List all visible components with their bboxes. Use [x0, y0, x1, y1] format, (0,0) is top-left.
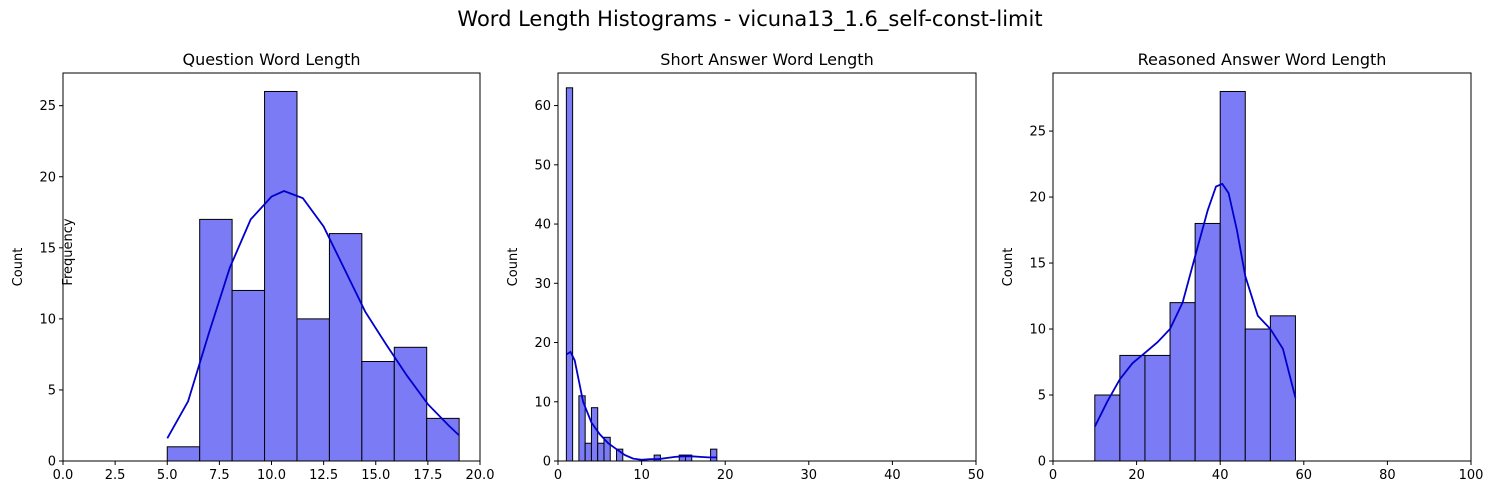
- histogram-bar: [1269, 315, 1296, 462]
- y-tick-label: 15: [1029, 257, 1046, 272]
- y-tick-label: 20: [1029, 191, 1046, 206]
- y-tick-label: 20: [39, 170, 56, 185]
- x-tick-label: 17.5: [413, 468, 442, 483]
- histogram-bar: [653, 454, 661, 462]
- histogram-bar: [166, 446, 201, 462]
- short-answer-word-length-panel: 0 10 20 30 40 50 0 10 20 30 40 50 60 Short Answer Wor…: [506, 50, 984, 483]
- x-tick-label: 2.5: [105, 468, 126, 483]
- x-tick-label: 20: [717, 468, 734, 483]
- y-tick-label: 10: [39, 312, 56, 327]
- y-axis-label: Count: [506, 248, 521, 287]
- histogram-bar: [426, 417, 460, 462]
- x-tick-label: 50: [968, 468, 985, 483]
- y-tick-label: 30: [534, 277, 551, 292]
- x-tick-label: 80: [1379, 468, 1396, 483]
- histogram-bar: [1144, 354, 1171, 462]
- kde-curve: [166, 190, 460, 439]
- x-tick-label: 0: [554, 468, 562, 483]
- x-tick-label: 0.0: [53, 468, 74, 483]
- x-tick-label: 10: [633, 468, 650, 483]
- histogram-bar: [361, 361, 395, 462]
- question-word-length-panel: 0.0 2.5 5.0 7.5 10.0 12.5 15.0 17.5 20.0 0 5 10 15 20…: [11, 50, 494, 483]
- histogram-bar: [584, 442, 592, 462]
- x-tick-label: 40: [884, 468, 901, 483]
- x-tick-label: 5.0: [157, 468, 178, 483]
- axes-frame: [557, 72, 977, 462]
- y-tick-label: 60: [534, 99, 551, 114]
- panel-title: Reasoned Answer Word Length: [1138, 50, 1387, 69]
- y-tick-label: 50: [534, 158, 551, 173]
- x-tick-label: 30: [801, 468, 818, 483]
- x-tick-label: 60: [1296, 468, 1313, 483]
- y-tick-label: 5: [1038, 389, 1046, 404]
- histogram-bar: [1244, 328, 1271, 462]
- frequency-label: Frequency: [61, 218, 76, 285]
- histogram-bar: [1219, 90, 1246, 462]
- x-tick-label: 100: [1459, 468, 1484, 483]
- y-tick-label: 25: [1029, 125, 1046, 140]
- kde-curve: [565, 350, 717, 461]
- y-tick-label: 25: [39, 99, 56, 114]
- y-tick-label: 40: [534, 218, 551, 233]
- x-tick-label: 7.5: [209, 468, 230, 483]
- kde-curve: [1093, 182, 1297, 428]
- y-tick-label: 10: [534, 395, 551, 410]
- y-tick-label: 5: [48, 383, 56, 398]
- figure-title: Word Length Histograms - vicuna13_1.6_se…: [457, 7, 1042, 32]
- histogram-bar: [231, 289, 266, 462]
- histogram-bar: [264, 90, 298, 462]
- y-tick-label: 10: [1029, 323, 1046, 338]
- histogram-bar: [565, 87, 574, 462]
- histogram-bar: [1119, 354, 1146, 462]
- y-axis-label: Count: [1001, 248, 1016, 287]
- y-tick-label: 0: [48, 455, 56, 470]
- histogram-bar: [1169, 302, 1196, 462]
- x-tick-label: 15.0: [361, 468, 390, 483]
- histogram-bar: [296, 318, 330, 462]
- x-tick-label: 0: [1049, 468, 1057, 483]
- histogram-bar: [590, 407, 599, 462]
- x-tick-label: 12.5: [309, 468, 338, 483]
- histogram-bar: [710, 448, 718, 462]
- x-tick-label: 20.0: [466, 468, 495, 483]
- panel-title: Question Word Length: [182, 50, 360, 69]
- histogram-bar: [597, 442, 605, 462]
- histogram-bar: [1094, 394, 1121, 462]
- histogram-bar: [199, 218, 233, 462]
- histogram-bar: [1194, 222, 1221, 462]
- x-tick-label: 10.0: [257, 468, 286, 483]
- x-tick-label: 20: [1128, 468, 1145, 483]
- y-tick-label: 20: [534, 336, 551, 351]
- axes-frame: [1052, 72, 1472, 462]
- y-tick-label: 0: [1038, 455, 1046, 470]
- y-axis-label: Count: [11, 248, 26, 287]
- panel-title: Short Answer Word Length: [660, 50, 873, 69]
- y-tick-label: 0: [543, 455, 551, 470]
- x-tick-label: 40: [1212, 468, 1229, 483]
- reasoned-answer-word-length-panel: 0 20 40 60 80 100 0 5 10 15 20 25 Reasoned Answer Wo…: [1001, 50, 1483, 483]
- y-tick-label: 15: [39, 241, 56, 256]
- histogram-bar: [328, 233, 363, 462]
